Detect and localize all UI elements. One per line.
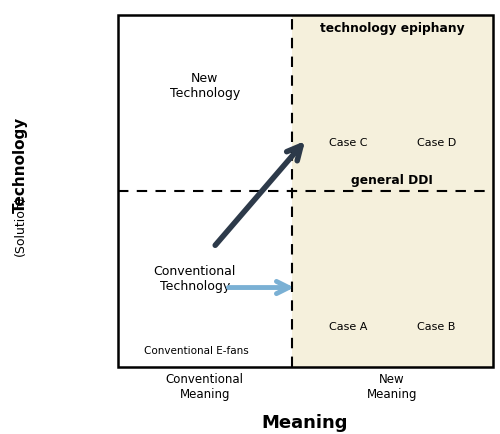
Text: general DDI: general DDI bbox=[351, 174, 433, 187]
Text: New
Technology: New Technology bbox=[170, 72, 240, 100]
Text: Technology: Technology bbox=[12, 117, 28, 213]
Text: Case C: Case C bbox=[329, 138, 368, 148]
Bar bbox=[292, 15, 492, 367]
Text: New
Meaning: New Meaning bbox=[367, 373, 418, 401]
Text: Case B: Case B bbox=[417, 322, 456, 332]
Text: (Solution): (Solution) bbox=[14, 195, 26, 256]
Text: Case A: Case A bbox=[329, 322, 367, 332]
Text: Conventional E-fans: Conventional E-fans bbox=[144, 346, 248, 356]
Text: Conventional
Meaning: Conventional Meaning bbox=[166, 373, 244, 401]
Text: Meaning: Meaning bbox=[262, 414, 348, 432]
Bar bbox=[118, 15, 492, 367]
Text: Conventional
Technology: Conventional Technology bbox=[154, 265, 236, 293]
Text: Case D: Case D bbox=[416, 138, 456, 148]
Text: technology epiphany: technology epiphany bbox=[320, 22, 464, 35]
